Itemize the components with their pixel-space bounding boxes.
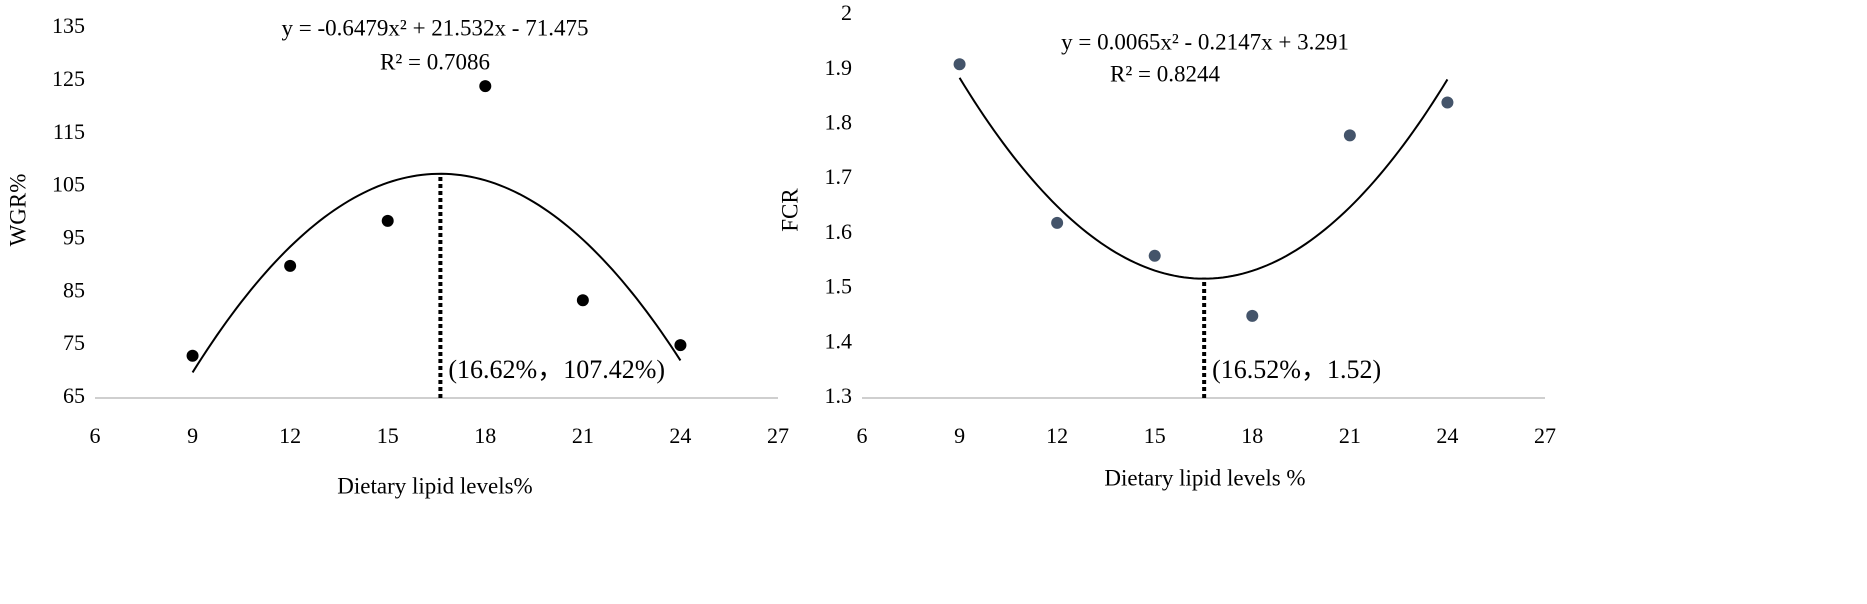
trendline [191, 172, 682, 373]
x-tick-label: 18 [1241, 423, 1263, 448]
trend-equation: y = 0.0065x² - 0.2147x + 3.291 [1061, 29, 1349, 54]
x-tick-label: 15 [377, 423, 399, 448]
y-tick-label: 1.8 [825, 109, 853, 134]
trend-r2: R² = 0.7086 [380, 49, 490, 74]
trend-r2: R² = 0.8244 [1110, 61, 1220, 86]
x-tick-label: 9 [954, 423, 965, 448]
x-tick-label: 15 [1144, 423, 1166, 448]
vertex-label: (16.52%，1.52) [1212, 355, 1381, 384]
y-tick-label: 1.4 [825, 328, 853, 353]
y-tick-label: 1.9 [825, 55, 853, 80]
x-tick-label: 6 [857, 423, 868, 448]
y-tick-label: 2 [841, 0, 852, 25]
x-tick-label: 27 [767, 423, 789, 448]
y-axis-label: WGR% [5, 174, 30, 247]
y-tick-label: 135 [52, 13, 85, 38]
y-tick-label: 1.5 [825, 274, 853, 299]
x-tick-label: 24 [669, 423, 691, 448]
y-tick-label: 1.6 [825, 219, 853, 244]
y-axis-label: FCR [777, 188, 802, 232]
x-tick-label: 27 [1534, 423, 1556, 448]
y-tick-label: 105 [52, 172, 85, 197]
point [1441, 96, 1454, 109]
y-tick-label: 1.7 [825, 164, 853, 189]
x-tick-label: 18 [474, 423, 496, 448]
trendline [958, 77, 1449, 280]
y-tick-label: 65 [63, 383, 85, 408]
point [953, 58, 966, 71]
point [284, 259, 297, 272]
x-tick-label: 12 [1046, 423, 1068, 448]
x-tick-label: 6 [90, 423, 101, 448]
point [1148, 249, 1161, 262]
y-tick-label: 95 [63, 224, 85, 249]
trend-equation: y = -0.6479x² + 21.532x - 71.475 [282, 15, 589, 40]
point [1051, 216, 1064, 229]
point [479, 80, 492, 93]
point [674, 339, 687, 352]
x-tick-label: 21 [1339, 423, 1361, 448]
x-tick-label: 9 [187, 423, 198, 448]
x-tick-label: 12 [279, 423, 301, 448]
y-tick-label: 115 [53, 119, 85, 144]
y-tick-label: 75 [63, 330, 85, 355]
x-tick-label: 21 [572, 423, 594, 448]
point [576, 294, 589, 307]
x-tick-label: 24 [1436, 423, 1458, 448]
y-tick-label: 85 [63, 277, 85, 302]
x-axis-label: Dietary lipid levels % [1104, 465, 1305, 490]
y-tick-label: 125 [52, 66, 85, 91]
point [1246, 309, 1259, 322]
point [186, 349, 199, 362]
y-tick-label: 1.3 [825, 383, 853, 408]
point [381, 214, 394, 227]
vertex-label: (16.62%，107.42%) [448, 355, 665, 384]
x-axis-label: Dietary lipid levels% [337, 473, 532, 498]
point [1343, 129, 1356, 142]
